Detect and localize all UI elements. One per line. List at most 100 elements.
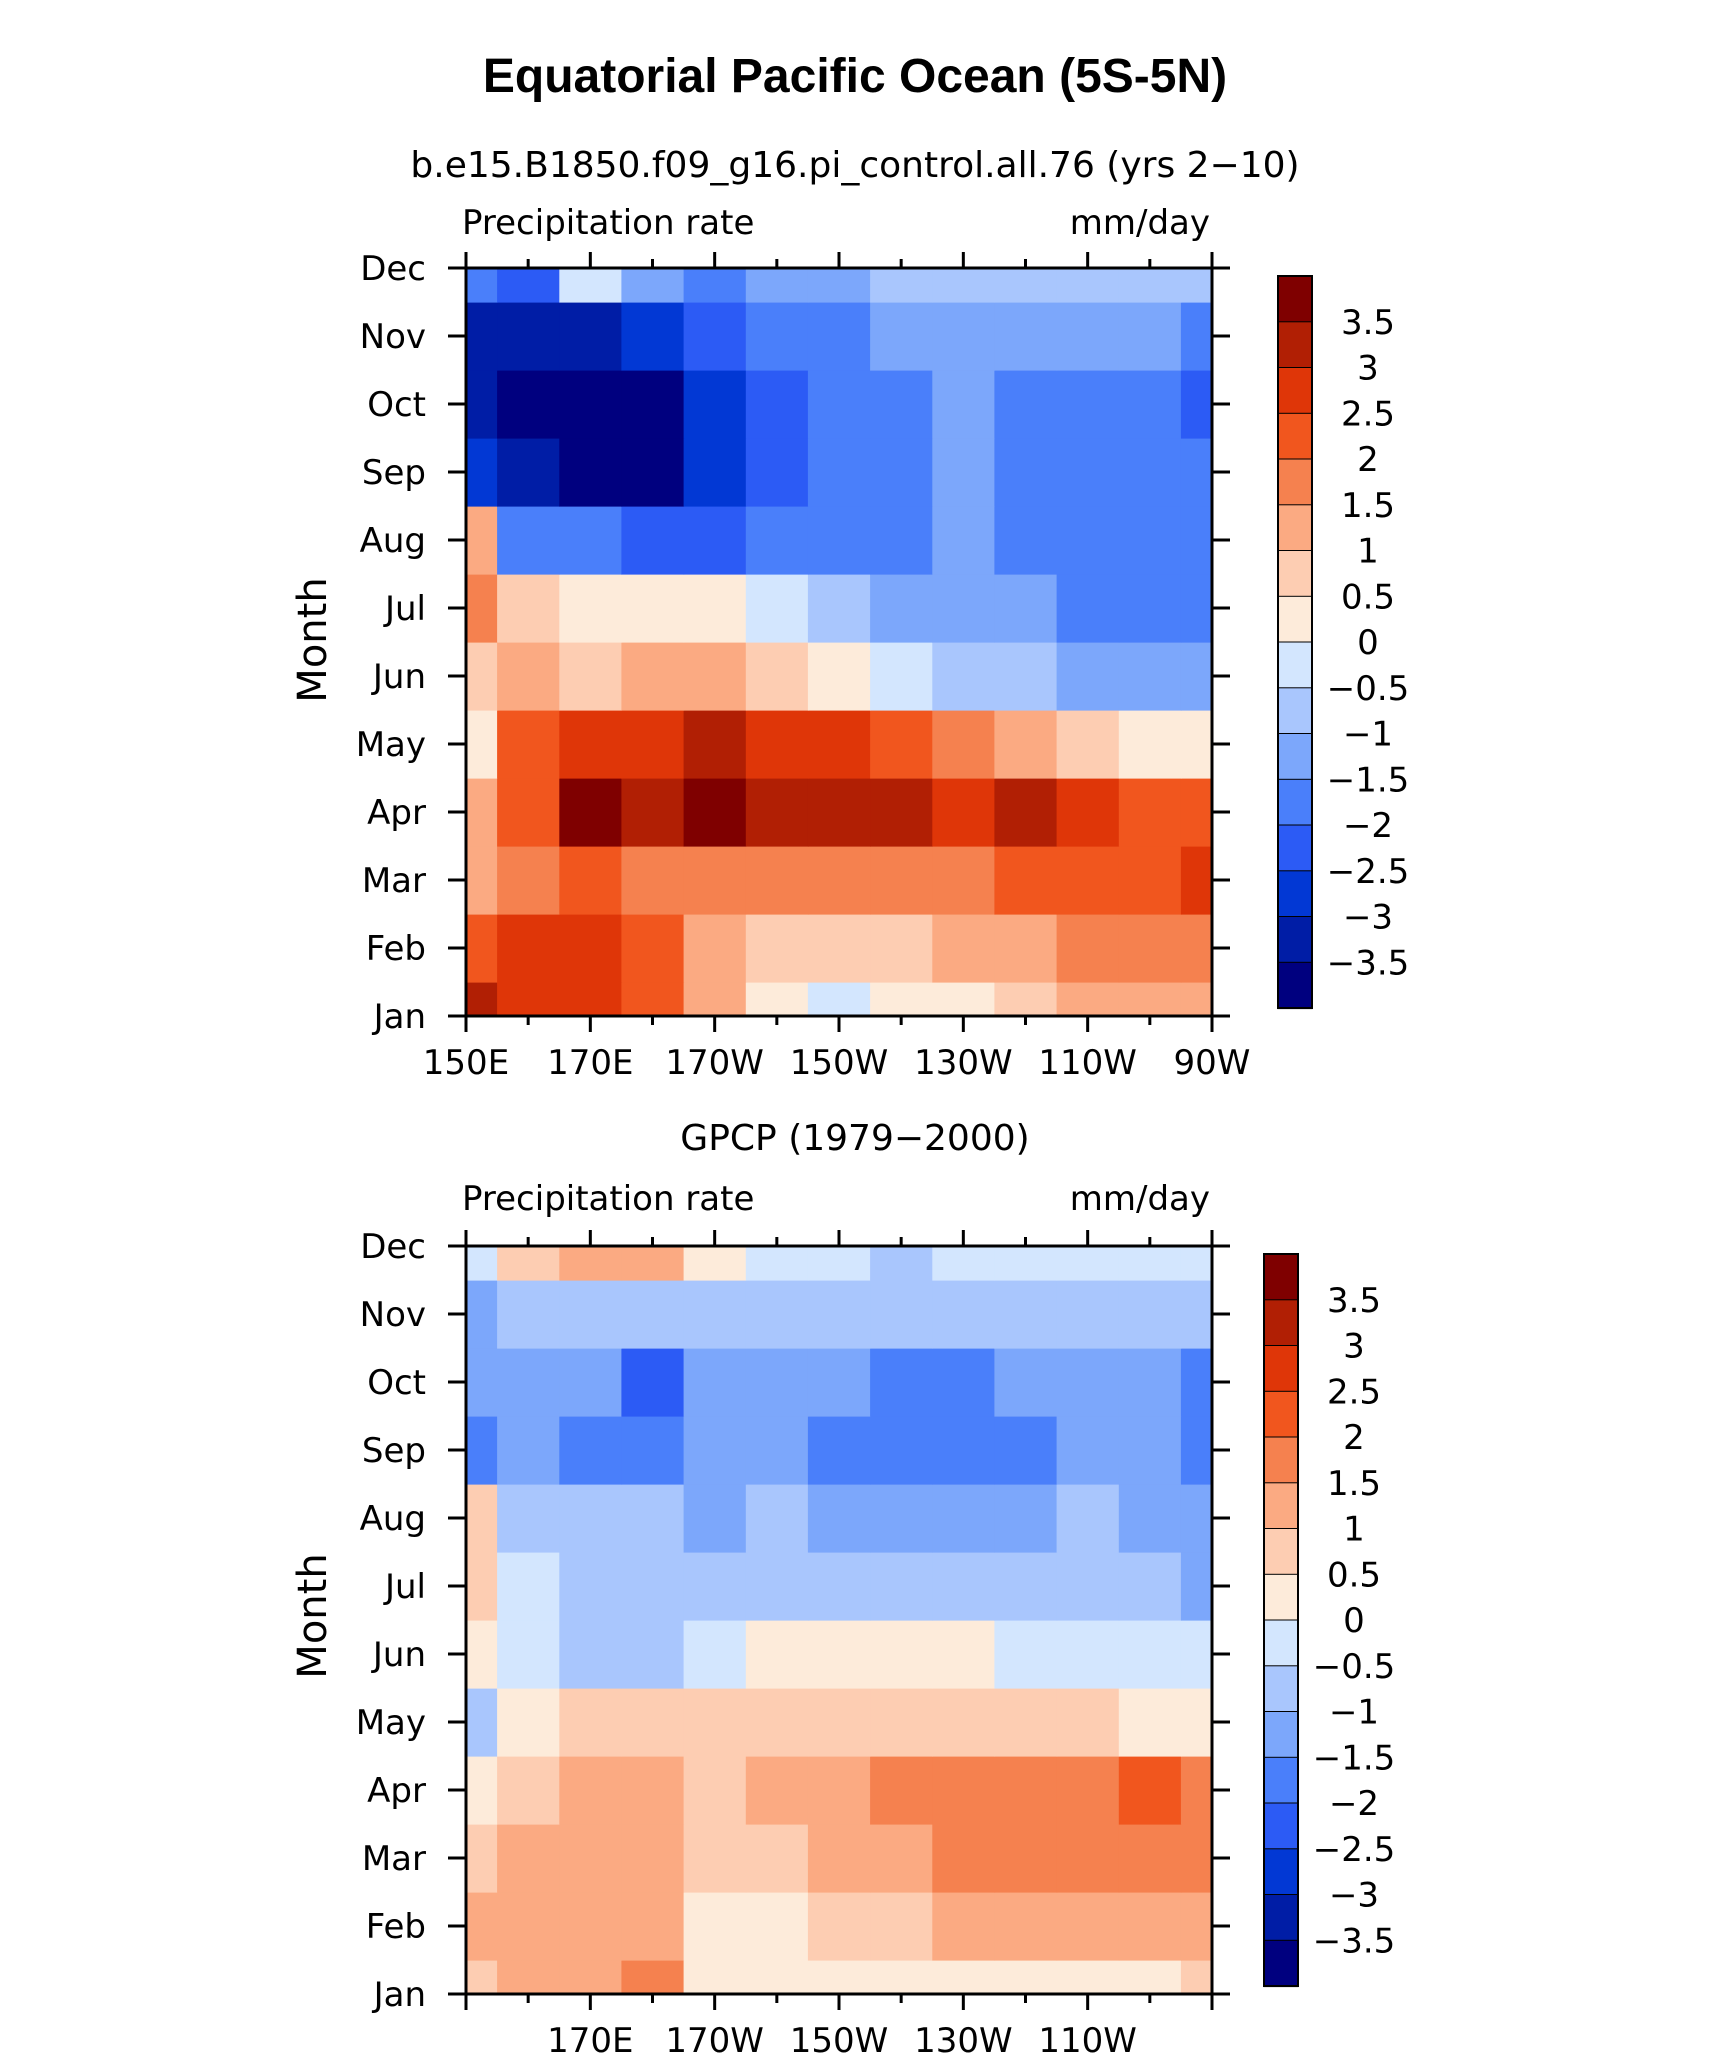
heatmap-cells: [466, 268, 1213, 1017]
heatmap-cell: [497, 846, 560, 915]
heatmap-cell: [497, 914, 560, 983]
heatmap-cell: [745, 438, 809, 507]
heatmap-cell: [870, 914, 933, 983]
y-tick-label: Oct: [367, 1363, 426, 1403]
colorbar-label: 1: [1357, 532, 1379, 572]
panel-model: b.e15.B1850.f09_g16.pi_control.all.76 (y…: [290, 145, 1409, 1083]
y-tick-label: Aug: [360, 521, 426, 561]
heatmap-cell: [559, 778, 623, 847]
heatmap-cell: [466, 1348, 498, 1417]
heatmap-cell: [807, 1688, 871, 1757]
heatmap-cell: [807, 302, 871, 371]
colorbar-label: −2.5: [1327, 852, 1410, 892]
colorbar-swatch: [1263, 1939, 1299, 1988]
heatmap-cell: [559, 1892, 623, 1961]
heatmap-cell: [559, 1416, 623, 1485]
colorbar-label: −2.5: [1313, 1830, 1396, 1870]
colorbar-label: 3: [1357, 349, 1379, 389]
heatmap-cell: [745, 370, 809, 439]
heatmap-cell: [1056, 1246, 1120, 1281]
colorbar-swatch: [1277, 733, 1313, 781]
heatmap-cell: [1180, 438, 1213, 507]
heatmap-cell: [932, 710, 996, 779]
heatmap-cell: [497, 1552, 560, 1621]
colorbar-swatch: [1277, 595, 1313, 644]
y-tick-label: Mar: [362, 1839, 426, 1879]
heatmap-cell: [870, 1620, 933, 1689]
heatmap-cell: [683, 1416, 747, 1485]
heatmap-cell: [497, 1416, 560, 1485]
y-tick-label: Aug: [360, 1499, 426, 1539]
heatmap-cell: [932, 1620, 996, 1689]
heatmap-cell: [559, 710, 623, 779]
units-label: mm/day: [1070, 203, 1210, 243]
heatmap-cell: [1056, 1756, 1120, 1825]
heatmap-cell: [932, 1688, 996, 1757]
heatmap-cell: [1118, 506, 1182, 575]
heatmap-cell: [683, 302, 747, 371]
heatmap-cell: [745, 1416, 809, 1485]
colorbar-swatch: [1263, 1665, 1299, 1713]
heatmap-cell: [466, 1824, 498, 1893]
heatmap-cell: [1056, 846, 1120, 915]
heatmap-cell: [559, 1620, 623, 1689]
heatmap-cell: [807, 1348, 871, 1417]
colorbar-label: −1.5: [1327, 760, 1410, 800]
heatmap-cell: [932, 1280, 996, 1349]
y-tick-label: Apr: [367, 1771, 426, 1811]
colorbar-swatch: [1263, 1528, 1299, 1576]
heatmap-cell: [1118, 1824, 1182, 1893]
heatmap-cell: [559, 302, 623, 371]
heatmap-cell: [870, 506, 933, 575]
heatmap-cell: [559, 1552, 623, 1621]
x-tick-label: 170W: [665, 2021, 764, 2061]
heatmap-cell: [1056, 302, 1120, 371]
heatmap-cell: [497, 1348, 560, 1417]
heatmap-cell: [994, 370, 1058, 439]
heatmap-cell: [497, 778, 560, 847]
colorbar-swatch: [1263, 1345, 1299, 1393]
colorbar-swatch: [1277, 367, 1313, 415]
heatmap-cell: [466, 710, 498, 779]
colorbar-swatch: [1277, 870, 1313, 918]
heatmap-cell: [1118, 1246, 1182, 1281]
heatmap-cell: [683, 1824, 747, 1893]
heatmap-cell: [1180, 982, 1213, 1017]
heatmap-cell: [1118, 1620, 1182, 1689]
colorbar-swatch: [1263, 1436, 1299, 1484]
x-tick-label: 130W: [914, 2021, 1013, 2061]
x-tick-label: 150E: [423, 1043, 509, 1083]
heatmap-cell: [807, 914, 871, 983]
heatmap-cell: [1118, 438, 1182, 507]
heatmap-cell: [932, 1892, 996, 1961]
heatmap-cell: [559, 370, 623, 439]
heatmap-cell: [559, 1960, 623, 1995]
heatmap-cell: [683, 1552, 747, 1621]
heatmap-cell: [745, 982, 809, 1017]
heatmap-cell: [807, 1960, 871, 1995]
heatmap-cell: [466, 1688, 498, 1757]
heatmap-cell: [497, 370, 560, 439]
heatmap-cell: [807, 1280, 871, 1349]
heatmap-cell: [1180, 370, 1213, 439]
heatmap-cell: [621, 846, 685, 915]
colorbar-swatch: [1263, 1253, 1299, 1301]
heatmap-cell: [683, 574, 747, 643]
heatmap-cell: [807, 1756, 871, 1825]
heatmap-cell: [466, 1246, 498, 1281]
heatmap-cell: [870, 778, 933, 847]
colorbar-swatch: [1263, 1482, 1299, 1530]
heatmap-cell: [745, 1960, 809, 1995]
x-axis: 150E 170E 170W 150W 130W 110W 90W: [423, 252, 1250, 1083]
heatmap-cell: [1118, 1960, 1182, 1995]
heatmap-cell: [683, 1892, 747, 1961]
heatmap-cell: [1180, 710, 1213, 779]
heatmap-cell: [683, 642, 747, 711]
colorbar: 3.5 3 2.5 2 1.5 1 0.5 0 −0.5 −1 −1.5 −2 −2.5 −3 −3.5: [1263, 1253, 1396, 1988]
heatmap-cells: [466, 1246, 1213, 1995]
heatmap-cell: [932, 1960, 996, 1995]
colorbar-swatch: [1263, 1299, 1299, 1347]
heatmap-cell: [745, 574, 809, 643]
x-tick-label: 130W: [914, 1043, 1013, 1083]
